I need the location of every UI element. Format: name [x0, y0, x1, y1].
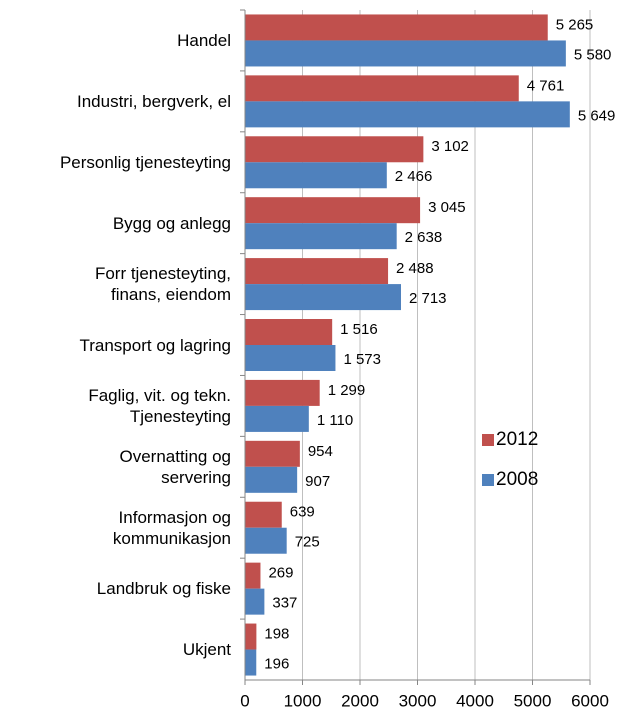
x-tick-label: 5000: [514, 691, 552, 710]
bar: [245, 14, 548, 41]
value-label: 725: [295, 534, 320, 551]
legend-label: 2012: [496, 429, 538, 450]
y-tick-label: Bygg og anlegg: [112, 213, 231, 233]
x-tick-label: 0: [240, 691, 249, 710]
value-label: 4 761: [527, 77, 565, 94]
category-label-box: Transport og lagring: [79, 335, 231, 355]
bar: [245, 223, 397, 250]
bar: [245, 197, 421, 224]
bar: [245, 345, 336, 371]
value-label: 3 045: [428, 199, 466, 216]
bar: [245, 405, 309, 432]
value-label: 907: [305, 473, 330, 490]
value-label: 639: [290, 504, 315, 521]
bar: [245, 319, 333, 345]
bar: [245, 466, 298, 493]
value-label: 954: [308, 443, 333, 460]
category-label-box: Overnatting og servering: [119, 446, 231, 487]
category-label-box: Bygg og anlegg: [112, 213, 231, 233]
category-label-box: Faglig, vit. og tekn. Tjenesteyting: [88, 385, 231, 426]
y-tick-label: Overnatting og servering: [119, 446, 231, 487]
bar: [245, 75, 519, 102]
value-label: 3 102: [431, 138, 469, 155]
y-tick-label: Forr tjenesteyting, finans, eiendom: [94, 264, 231, 305]
bar: [245, 623, 257, 650]
category-label-box: Handel: [177, 30, 231, 50]
x-tick-label: 6000: [571, 691, 609, 710]
value-label: 1 516: [340, 321, 378, 338]
value-label: 5 649: [578, 107, 616, 124]
bar: [245, 379, 320, 406]
value-label: 1 110: [317, 412, 353, 429]
value-label: 269: [268, 565, 293, 582]
value-label: 2 713: [409, 290, 447, 307]
bar: [245, 649, 257, 676]
bar: [245, 588, 265, 615]
y-tick-label: Ukjent: [182, 640, 231, 660]
x-tick-label: 1000: [284, 691, 322, 710]
category-label-box: Landbruk og fiske: [96, 579, 231, 599]
value-label: 1 573: [343, 351, 381, 368]
y-tick-label: Informasjon og kommunikasjon: [112, 507, 231, 548]
value-label: 1 299: [328, 382, 366, 399]
x-tick-label: 4000: [456, 691, 494, 710]
bar: [245, 162, 387, 189]
legend-swatch: [482, 474, 494, 486]
y-tick-label: Industri, bergverk, el: [76, 91, 231, 111]
value-label: 2 466: [395, 168, 433, 185]
bar: [245, 562, 261, 589]
value-label: 337: [272, 595, 297, 612]
y-tick-label: Personlig tjenesteyting: [59, 152, 231, 172]
category-label-box: Personlig tjenesteyting: [59, 152, 231, 172]
bar: [245, 136, 424, 163]
value-label: 5 265: [556, 16, 594, 33]
legend-swatch: [482, 434, 494, 446]
bar: [245, 258, 389, 285]
bar: [245, 40, 566, 67]
x-tick-label: 2000: [341, 691, 379, 710]
category-label-box: Ukjent: [182, 640, 231, 660]
legend-label: 2008: [496, 469, 538, 490]
category-label-box: Industri, bergverk, el: [76, 91, 231, 111]
y-tick-label: Landbruk og fiske: [96, 579, 231, 599]
bar: [245, 440, 300, 467]
bar: [245, 501, 282, 528]
value-label: 196: [264, 656, 289, 673]
y-tick-label: Handel: [177, 30, 231, 50]
bar: [245, 284, 401, 311]
y-tick-label: Transport og lagring: [79, 335, 231, 355]
bar: [245, 101, 570, 128]
value-label: 198: [264, 626, 289, 643]
value-label: 5 580: [574, 46, 612, 63]
x-tick-label: 3000: [399, 691, 437, 710]
category-label-box: Forr tjenesteyting, finans, eiendom: [94, 264, 231, 305]
value-label: 2 488: [396, 260, 434, 277]
category-label-box: Informasjon og kommunikasjon: [112, 507, 231, 548]
y-tick-label: Faglig, vit. og tekn. Tjenesteyting: [88, 385, 231, 426]
bar: [245, 527, 287, 554]
value-label: 2 638: [405, 229, 443, 246]
